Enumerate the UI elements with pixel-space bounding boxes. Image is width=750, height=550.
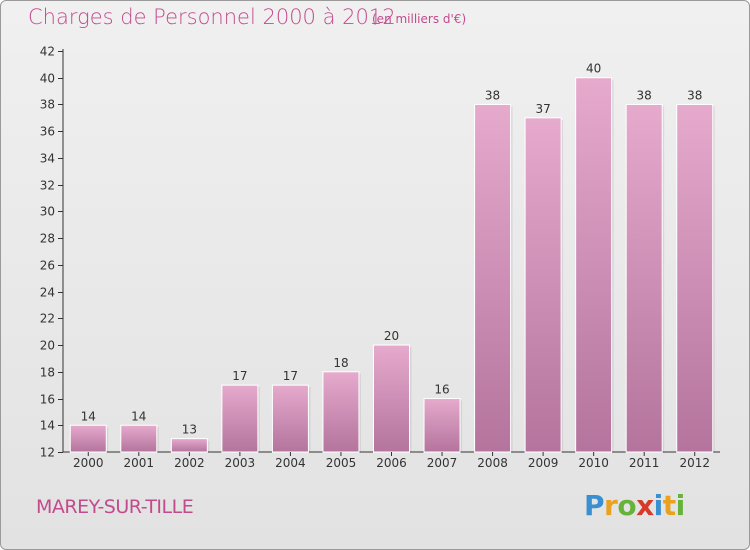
x-tick-label: 2009 <box>528 456 559 470</box>
bar-value-label: 40 <box>586 62 601 76</box>
x-tick-label: 2010 <box>578 456 609 470</box>
logo-letter: x <box>636 489 654 522</box>
x-tick-label: 2008 <box>477 456 508 470</box>
y-tick-label: 40 <box>40 72 55 86</box>
y-tick-label: 22 <box>40 312 55 326</box>
bar-value-label: 38 <box>687 88 702 102</box>
logo-letter: t <box>662 489 676 522</box>
logo-letter: o <box>617 489 637 522</box>
y-tick-label: 12 <box>40 446 55 460</box>
bar <box>676 103 714 453</box>
bar <box>221 384 259 453</box>
x-tick-label: 2011 <box>629 456 660 470</box>
x-tick-label: 2001 <box>124 456 155 470</box>
y-tick-label: 14 <box>40 419 55 433</box>
logo-letter: i <box>675 489 686 522</box>
y-tick-label: 42 <box>40 45 55 59</box>
bar-value-label: 20 <box>384 329 399 343</box>
bar <box>625 103 663 453</box>
bar <box>423 398 461 453</box>
y-tick-label: 28 <box>40 232 55 246</box>
y-tick-label: 26 <box>40 259 55 273</box>
bar <box>575 77 613 453</box>
logo-letter: P <box>584 489 605 522</box>
bar-value-label: 17 <box>232 369 247 383</box>
bar <box>322 371 360 453</box>
bar-value-label: 13 <box>182 423 197 437</box>
bar <box>524 117 562 453</box>
logo-letter: r <box>604 489 618 522</box>
bar-value-label: 38 <box>485 88 500 102</box>
y-tick-label: 18 <box>40 366 55 380</box>
y-tick-label: 32 <box>40 179 55 193</box>
bar-value-label: 14 <box>81 409 96 423</box>
x-tick-label: 2004 <box>275 456 306 470</box>
bar-value-label: 37 <box>535 102 550 116</box>
y-tick-label: 36 <box>40 125 55 139</box>
bar-value-label: 17 <box>283 369 298 383</box>
town-name: MAREY-SUR-TILLE <box>36 496 194 518</box>
x-tick-label: 2012 <box>679 456 710 470</box>
y-tick-label: 20 <box>40 339 55 353</box>
x-tick-label: 2007 <box>427 456 458 470</box>
bar-value-label: 38 <box>637 88 652 102</box>
bar-value-label: 14 <box>131 409 146 423</box>
bar <box>474 103 512 453</box>
bar <box>69 424 107 453</box>
bar-value-label: 16 <box>434 383 449 397</box>
x-tick-label: 2006 <box>376 456 407 470</box>
logo-letter: i <box>653 489 664 522</box>
y-tick-label: 34 <box>40 152 55 166</box>
x-tick-label: 2003 <box>225 456 256 470</box>
bar <box>373 344 410 453</box>
y-tick-label: 16 <box>40 393 55 407</box>
bar-value-label: 18 <box>333 356 348 370</box>
y-tick-label: 24 <box>40 286 55 300</box>
x-tick-label: 2002 <box>174 456 205 470</box>
bar <box>170 438 208 453</box>
bar <box>120 424 158 453</box>
chart-subtitle: (en milliers d'€) <box>372 12 467 26</box>
proxiti-logo: Proxiti <box>584 489 685 522</box>
chart-title: Charges de Personnel 2000 à 2012 <box>28 5 396 29</box>
bar <box>271 384 309 453</box>
y-tick-label: 30 <box>40 205 55 219</box>
x-tick-label: 2000 <box>73 456 104 470</box>
x-tick-label: 2005 <box>326 456 357 470</box>
y-tick-label: 38 <box>40 98 55 112</box>
